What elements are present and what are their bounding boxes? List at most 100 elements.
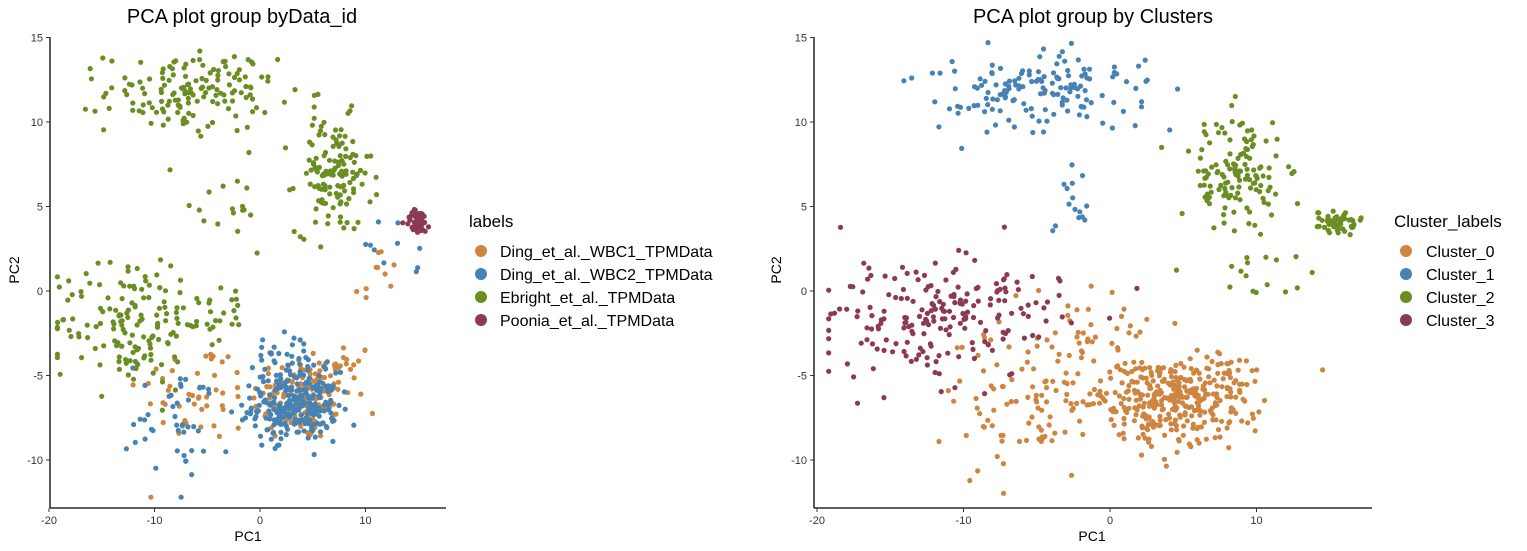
scatter-point [1029,78,1035,85]
scatter-point [55,319,61,325]
scatter-point [233,113,239,119]
scatter-point [1013,398,1019,404]
scatter-point [165,387,171,393]
scatter-point [311,115,317,121]
scatter-point [1210,391,1216,397]
scatter-point [330,172,336,178]
scatter-point [301,348,307,354]
scatter-point [127,358,133,364]
scatter-point [130,100,136,106]
scatter-point [1065,73,1072,79]
scatter-point [101,127,107,133]
scatter-point [1120,108,1126,114]
scatter-point [1227,284,1233,290]
scatter-point [910,298,916,304]
scatter-point [1174,449,1180,455]
scatter-point [1080,330,1086,336]
scatter-point [1175,398,1181,405]
scatter-point [1203,168,1209,174]
scatter-point [363,286,369,292]
scatter-point [302,418,308,424]
scatter-point [1150,424,1157,430]
scatter-point [1156,422,1162,428]
scatter-point [1068,320,1074,326]
scatter-point [233,315,239,321]
scatter-point [1195,392,1201,399]
scatter-point [213,387,219,393]
scatter-point [916,313,923,319]
scatter-point [909,328,915,334]
scatter-point [416,223,422,229]
scatter-point [1080,431,1086,437]
scatter-point [1136,63,1142,69]
scatter-point [302,381,308,387]
panel-data-id: PCA plot group byData_id -20 -10 0 10 -10 -5 0… [6,6,713,544]
scatter-point [211,372,218,378]
scatter-point [351,375,357,381]
scatter-point [1031,366,1037,372]
scatter-point [932,306,939,312]
scatter-point [307,417,313,423]
scatter-point [216,337,222,343]
legend: labels Ding_et_al._WBC1_TPMData Ding_et_… [469,212,713,330]
scatter-point [337,369,343,375]
scatter-point [1109,289,1115,295]
scatter-point [1137,396,1143,402]
scatter-point [225,106,232,112]
scatter-point [262,109,268,116]
scatter-point [1079,73,1085,79]
scatter-point [1192,387,1198,393]
scatter-point [1228,192,1234,198]
scatter-point [308,167,314,173]
scatter-point [1321,224,1328,230]
scatter-point [1219,125,1225,131]
scatter-point [929,301,935,307]
scatter-point [1282,289,1289,295]
scatter-point [869,326,875,332]
scatter-point [959,301,965,307]
legend-item-label: Cluster_3 [1426,313,1495,330]
scatter-point [169,368,175,374]
scatter-point [326,407,332,413]
scatter-point [159,70,165,76]
scatter-point [1211,377,1217,383]
scatter-point [949,58,955,65]
scatter-point [330,205,336,211]
scatter-point [186,110,192,116]
scatter-point [138,312,144,318]
scatter-point [203,77,209,83]
scatter-point [154,272,160,278]
scatter-point [1145,392,1151,398]
scatter-point [320,420,326,426]
scatter-point [223,449,229,455]
scatter-point [125,264,131,270]
scatter-point [408,212,415,218]
scatter-point [939,316,946,322]
scatter-point [219,359,225,365]
scatter-point [1116,393,1122,399]
scatter-point [1172,320,1178,326]
scatter-point [1161,376,1167,382]
scatter-point [1143,375,1149,381]
scatter-point [123,360,129,366]
scatter-point [899,264,906,270]
scatter-point [1294,201,1301,207]
scatter-point [92,108,98,114]
scatter-point [180,305,186,311]
scatter-point [1139,452,1145,458]
y-tick-label: 0 [37,286,43,298]
scatter-point [78,355,85,361]
scatter-point [1115,347,1121,353]
scatter-point [159,106,166,112]
scatter-point [937,70,943,76]
scatter-point [1137,329,1143,335]
scatter-point [956,354,962,360]
scatter-point [828,311,834,317]
scatter-point [854,314,860,320]
scatter-point [1074,307,1080,313]
scatter-point [972,257,978,263]
scatter-point [415,265,421,271]
scatter-point [1215,370,1221,376]
scatter-point [1154,402,1160,408]
